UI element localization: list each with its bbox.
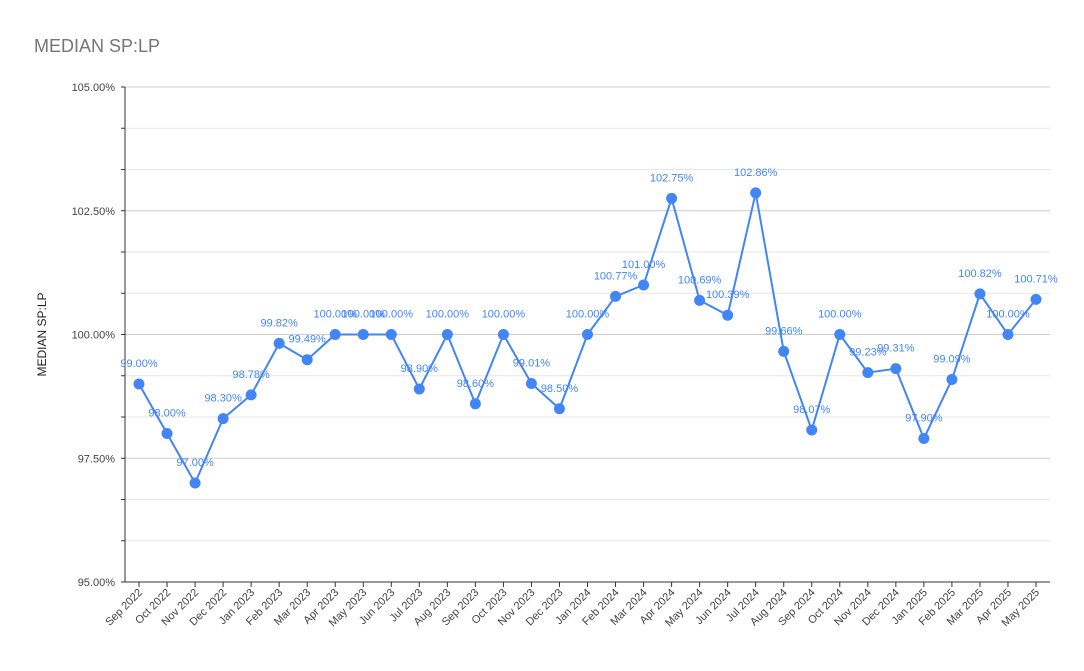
data-label: 100.00% bbox=[482, 309, 526, 321]
data-point bbox=[245, 389, 257, 401]
data-label: 97.00% bbox=[176, 457, 214, 469]
data-point bbox=[357, 329, 369, 340]
data-label: 99.31% bbox=[877, 343, 915, 355]
y-tick-label: 102.50% bbox=[72, 206, 116, 218]
data-point bbox=[806, 424, 818, 436]
data-label: 100.00% bbox=[370, 309, 414, 321]
data-label: 98.78% bbox=[232, 369, 270, 381]
data-point bbox=[385, 329, 397, 340]
data-label: 101.00% bbox=[622, 259, 666, 271]
data-point bbox=[834, 329, 846, 340]
data-label: 100.39% bbox=[706, 289, 750, 301]
data-label: 100.82% bbox=[958, 268, 1002, 280]
data-label: 98.07% bbox=[793, 404, 831, 416]
data-label: 102.75% bbox=[650, 172, 694, 184]
data-label: 100.69% bbox=[678, 274, 722, 286]
axes bbox=[121, 86, 1050, 587]
data-label: 98.90% bbox=[401, 363, 439, 375]
data-label: 99.09% bbox=[933, 354, 971, 366]
data-point bbox=[750, 187, 762, 199]
data-point bbox=[413, 383, 425, 395]
data-label: 102.86% bbox=[734, 167, 778, 179]
data-point bbox=[582, 329, 593, 340]
data-point bbox=[862, 367, 874, 379]
y-tick-labels: 95.00% 97.50% 100.00% 102.50% 105.00% bbox=[72, 82, 116, 589]
data-point bbox=[469, 398, 481, 410]
data-point bbox=[273, 337, 285, 349]
y-tick-label: 97.50% bbox=[78, 453, 116, 465]
data-point bbox=[1030, 293, 1042, 305]
gridlines bbox=[125, 86, 1050, 542]
data-labels: 99.00% 98.00% 97.00% 98.30% 98.78% 99.82% 99.4… bbox=[120, 167, 1058, 469]
data-point bbox=[722, 309, 734, 321]
data-point bbox=[610, 290, 622, 302]
data-point bbox=[161, 428, 173, 439]
y-tick-label: 105.00% bbox=[72, 82, 116, 94]
data-point bbox=[217, 413, 229, 425]
data-label: 98.50% bbox=[541, 383, 579, 395]
data-label: 98.60% bbox=[457, 378, 495, 390]
data-point bbox=[189, 477, 201, 489]
data-label: 99.23% bbox=[849, 347, 887, 359]
data-label: 100.00% bbox=[342, 309, 386, 321]
data-label: 100.00% bbox=[426, 309, 470, 321]
y-axis-label: MEDIAN SP:LP bbox=[35, 292, 49, 376]
data-point bbox=[778, 345, 790, 357]
data-point bbox=[974, 288, 986, 300]
data-point bbox=[553, 403, 565, 415]
data-point bbox=[301, 354, 313, 366]
data-point bbox=[1002, 329, 1014, 340]
data-label: 100.00% bbox=[986, 309, 1030, 321]
data-label: 99.49% bbox=[289, 334, 327, 346]
data-point bbox=[441, 329, 453, 340]
data-label: 100.77% bbox=[594, 270, 638, 282]
data-label: 98.30% bbox=[204, 393, 242, 405]
data-label: 99.00% bbox=[120, 358, 158, 370]
data-point bbox=[666, 192, 678, 204]
data-point bbox=[638, 279, 650, 291]
data-label: 100.00% bbox=[314, 309, 358, 321]
data-label: 99.66% bbox=[765, 325, 803, 337]
data-point bbox=[918, 432, 930, 444]
data-label: 100.00% bbox=[566, 309, 610, 321]
data-point bbox=[497, 329, 509, 340]
data-point bbox=[946, 374, 958, 386]
y-tick-label: 95.00% bbox=[78, 577, 116, 589]
data-point bbox=[133, 378, 145, 390]
y-tick-label: 100.00% bbox=[72, 330, 116, 342]
data-label: 99.01% bbox=[513, 358, 551, 370]
data-label: 99.82% bbox=[261, 317, 299, 329]
data-point bbox=[890, 363, 902, 375]
chart-title: MEDIAN SP:LP bbox=[34, 36, 161, 56]
data-point bbox=[525, 378, 537, 390]
data-points bbox=[133, 187, 1042, 489]
data-point bbox=[329, 329, 341, 340]
data-label: 97.90% bbox=[905, 412, 943, 424]
data-label: 100.71% bbox=[1014, 273, 1058, 285]
data-point bbox=[694, 294, 706, 306]
data-label: 98.00% bbox=[148, 408, 186, 420]
data-label: 100.00% bbox=[818, 309, 862, 321]
